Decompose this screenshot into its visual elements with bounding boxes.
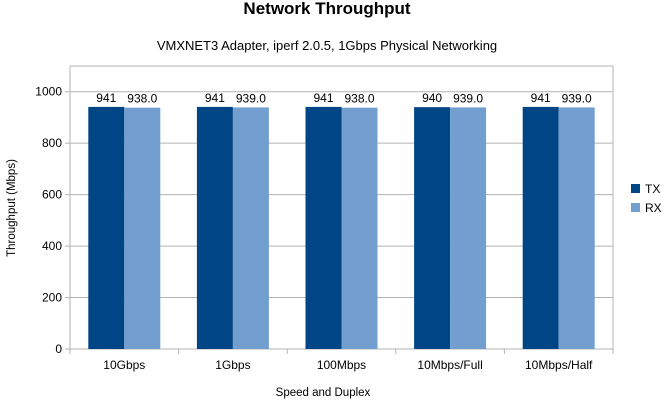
data-label: 938.0: [344, 92, 374, 106]
x-tick-label: 10Mbps/Full: [417, 358, 482, 372]
bar-tx: [414, 107, 451, 349]
bar-rx: [558, 107, 595, 350]
y-tick-label: 400: [42, 239, 62, 253]
x-tick-label: 100Mbps: [317, 358, 366, 372]
data-label: 941: [96, 91, 116, 105]
data-label: 939.0: [562, 91, 592, 105]
y-tick-label: 0: [55, 342, 62, 356]
y-tick-label: 1000: [35, 85, 62, 99]
data-label: 939.0: [453, 91, 483, 105]
x-tick-label: 1Gbps: [215, 358, 250, 372]
bar-tx: [305, 106, 342, 349]
y-tick-label: 600: [42, 188, 62, 202]
data-label: 939.0: [236, 91, 266, 105]
bar-tx: [522, 106, 559, 349]
bar-rx: [450, 107, 487, 350]
legend-swatch-rx: [631, 203, 640, 212]
bar-rx: [341, 107, 378, 349]
legend-label-tx: TX: [645, 182, 660, 196]
y-axis-title: Throughput (Mbps): [6, 159, 18, 257]
bar-rx: [232, 107, 269, 350]
data-label: 941: [313, 91, 333, 105]
y-tick-label: 200: [42, 291, 62, 305]
x-tick-label: 10Gbps: [103, 358, 145, 372]
y-tick-label: 800: [42, 136, 62, 150]
x-axis-title: Speed and Duplex: [276, 387, 371, 399]
chart-title: Network Throughput: [243, 0, 410, 18]
data-label: 938.0: [127, 92, 157, 106]
x-tick-label: 10Mbps/Half: [525, 358, 593, 372]
legend-swatch-tx: [631, 184, 640, 193]
legend-label-rx: RX: [645, 201, 662, 215]
bar-tx: [196, 106, 233, 349]
legend: TX RX: [631, 182, 662, 215]
plot-area: 0 200 400 600 800 1000 941 938.0 10Gbps 941 939.0 1…: [35, 65, 614, 372]
bar-tx: [88, 106, 125, 349]
data-label: 940: [422, 91, 442, 105]
data-label: 941: [531, 91, 551, 105]
bar-rx: [124, 107, 161, 349]
data-label: 941: [205, 91, 225, 105]
chart-subtitle: VMXNET3 Adapter, iperf 2.0.5, 1Gbps Phys…: [157, 38, 497, 53]
